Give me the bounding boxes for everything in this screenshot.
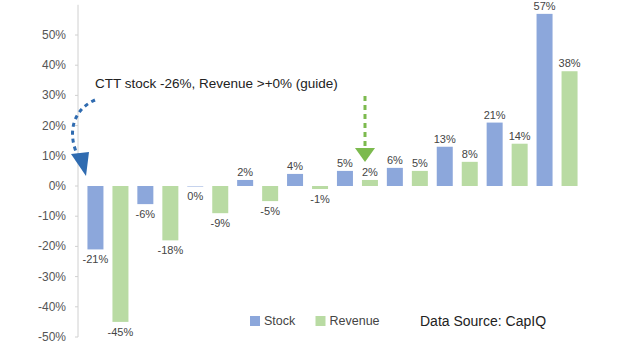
y-tick-label: 20%	[42, 119, 66, 133]
y-tick-label: 40%	[42, 58, 66, 72]
bar	[262, 186, 278, 201]
data-label: -21%	[83, 253, 109, 265]
annotation-arrow	[364, 96, 367, 150]
bar	[387, 168, 403, 186]
data-label: -1%	[310, 193, 330, 205]
bar	[312, 186, 328, 189]
bar	[87, 186, 103, 249]
data-label: 8%	[462, 148, 478, 160]
y-tick	[75, 216, 78, 217]
data-label: 5%	[337, 157, 353, 169]
y-tick-label: -30%	[38, 270, 66, 284]
source-note: Data Source: CapIQ	[420, 313, 546, 329]
y-axis-line	[78, 5, 79, 337]
annotation: CTT stock -26%, Revenue >+0% (guide)	[95, 76, 338, 91]
y-tick-label: 10%	[42, 149, 66, 163]
legend-label: Stock	[264, 314, 296, 328]
legend-swatch	[250, 316, 260, 326]
annotation-arrow	[73, 100, 95, 160]
bar	[237, 180, 253, 186]
bar	[437, 147, 453, 186]
data-label: -5%	[260, 205, 280, 217]
legend-swatch	[316, 316, 326, 326]
bar	[287, 174, 303, 186]
y-tick-label: -20%	[38, 239, 66, 253]
data-label: 21%	[484, 109, 506, 121]
y-tick-label: -50%	[38, 330, 66, 344]
bar	[162, 186, 178, 240]
data-label: 14%	[509, 130, 531, 142]
y-tick	[75, 306, 78, 307]
bar	[487, 123, 503, 186]
bar	[462, 162, 478, 186]
y-tick	[75, 65, 78, 66]
bar	[537, 14, 553, 186]
data-label: -45%	[108, 326, 134, 338]
bar	[562, 71, 578, 186]
legend: Stock Revenue	[250, 314, 380, 328]
data-label: 38%	[559, 57, 581, 69]
y-tick	[75, 337, 78, 338]
data-label: -6%	[136, 208, 156, 220]
chart: -50% -40% -30% -20% -10% 0% 10% 20% 30% 40% 50% -21…	[0, 0, 630, 350]
data-label: 2%	[362, 166, 378, 178]
bar	[112, 186, 128, 322]
y-tick	[75, 35, 78, 36]
bar	[137, 186, 153, 204]
y-tick	[75, 125, 78, 126]
bars	[87, 14, 577, 322]
data-label: -9%	[210, 217, 230, 229]
y-tick-label: 0%	[49, 179, 67, 193]
y-tick-label: -10%	[38, 209, 66, 223]
y-tick	[75, 276, 78, 277]
data-label: 13%	[434, 133, 456, 145]
legend-label: Revenue	[330, 314, 380, 328]
data-label: 6%	[387, 154, 403, 166]
annotation-arrowhead	[355, 148, 375, 162]
data-label: 57%	[534, 0, 556, 12]
bar	[212, 186, 228, 213]
data-label: 4%	[287, 160, 303, 172]
y-tick-label: 30%	[42, 88, 66, 102]
y-tick-label: 50%	[42, 28, 66, 42]
bar	[412, 171, 428, 186]
y-tick	[75, 186, 78, 187]
y-tick	[75, 246, 78, 247]
y-tick	[75, 95, 78, 96]
data-label: 5%	[412, 157, 428, 169]
data-label: -18%	[158, 244, 184, 256]
data-label: 2%	[237, 166, 253, 178]
annotation-arrowhead	[71, 152, 89, 176]
y-tick-label: -40%	[38, 300, 66, 314]
data-label: 0%	[187, 190, 203, 202]
bar	[337, 171, 353, 186]
bar	[362, 180, 378, 186]
bar	[187, 186, 203, 188]
bar	[512, 144, 528, 186]
